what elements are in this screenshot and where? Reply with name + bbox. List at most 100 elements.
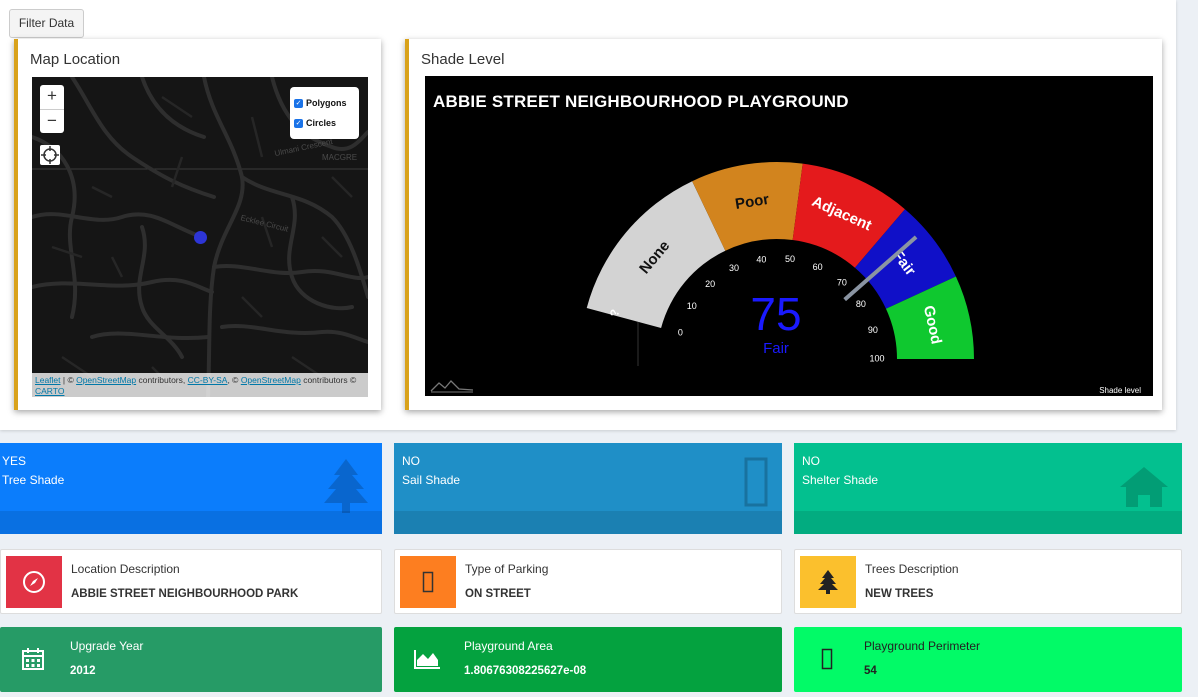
shade-gauge: None Poor Adjacent Fair Good 0 10 20 30 40 50 60 70 8… <box>425 76 1153 396</box>
shelter-shade-value: NO <box>802 454 820 468</box>
icon-square <box>6 556 62 608</box>
playground-area-title: Playground Area <box>464 639 553 653</box>
tree-shade-box: YES Tree Shade <box>0 443 382 534</box>
playground-marker[interactable] <box>194 231 207 244</box>
map-location-box: Map Location <box>14 39 381 410</box>
tree-shade-label: Tree Shade <box>2 473 65 487</box>
upgrade-year-title: Upgrade Year <box>70 639 144 653</box>
zoom-in-button[interactable]: + <box>47 86 57 105</box>
shade-level-box: Shade Level None Poor Adjacent Fair Good 0 10 2… <box>405 39 1162 410</box>
gauge-tick-label: 80 <box>856 299 866 309</box>
sail-shade-label: Sail Shade <box>402 473 461 487</box>
gauge-value-label: Fair <box>763 340 789 357</box>
gauge-tick-label: 90 <box>868 325 878 335</box>
gauge-footer: Shade level <box>1099 386 1141 395</box>
checkbox-checked-icon[interactable]: ✓ <box>294 98 303 108</box>
trees-description-box: Trees Description NEW TREES <box>794 549 1182 614</box>
playground-perimeter-title: Playground Perimeter <box>864 639 981 653</box>
location-description-box: Location Description ABBIE STREET NEIGHB… <box>0 549 382 614</box>
sail-shade-box: NO Sail Shade <box>394 443 782 534</box>
gauge-band <box>792 163 905 268</box>
upgrade-year-value: 2012 <box>70 665 96 677</box>
osm-link[interactable]: OpenStreetMap <box>76 375 137 385</box>
sail-shade-value: NO <box>402 454 420 468</box>
shelter-shade-box: NO Shelter Shade <box>794 443 1182 534</box>
gauge-band <box>692 162 803 251</box>
tree-icon <box>818 570 838 594</box>
zoom-control: + − <box>40 85 64 133</box>
attribution-text: contributors, <box>136 375 188 385</box>
gauge-band-label: Poor <box>734 191 771 213</box>
filter-data-button[interactable]: Filter Data <box>9 9 84 38</box>
area-chart-icon <box>414 650 440 669</box>
parking-type-box: Type of Parking ON STREET <box>394 549 782 614</box>
parking-type-value: ON STREET <box>465 588 531 600</box>
icon-square <box>799 633 855 685</box>
playground-area-value: 1.80676308225627e-08 <box>464 665 587 677</box>
icon-square <box>400 556 456 608</box>
crosshair-icon <box>41 146 59 164</box>
gauge-box-title: Shade Level <box>421 51 505 68</box>
gauge-tick-label: 0 <box>678 327 683 337</box>
gauge-tick-label: 30 <box>729 263 739 273</box>
gauge-tick-label: 60 <box>813 262 823 272</box>
layer-control: ✓ Polygons ✓ Circles <box>290 87 359 139</box>
gauge-band <box>586 181 726 328</box>
osm-link[interactable]: OpenStreetMap <box>240 375 301 385</box>
playground-perimeter-box: Playground Perimeter 54 <box>794 627 1182 692</box>
placeholder-icon <box>422 571 434 593</box>
compass-icon <box>23 571 45 593</box>
layer-label: Polygons <box>306 98 347 108</box>
box-footer <box>394 511 782 534</box>
attribution-text: | © <box>60 375 77 385</box>
gauge-title: ABBIE STREET NEIGHBOURHOOD PLAYGROUND <box>433 92 849 111</box>
placeholder-icon <box>821 648 833 670</box>
trees-description-title: Trees Description <box>865 562 959 576</box>
attribution-text: contributors © <box>300 375 357 385</box>
top-panel: Filter Data Map Location <box>0 0 1176 430</box>
checkbox-checked-icon[interactable]: ✓ <box>294 118 303 128</box>
location-description-value: ABBIE STREET NEIGHBOURHOOD PARK <box>71 588 299 600</box>
upgrade-year-box: Upgrade Year 2012 <box>0 627 382 692</box>
gauge-tick-label: 70 <box>837 277 847 287</box>
playground-area-box: Playground Area 1.80676308225627e-08 <box>394 627 782 692</box>
zoom-out-button[interactable]: − <box>40 109 64 133</box>
gauge-value: 75 <box>750 288 802 340</box>
gauge-tick-label: 50 <box>785 254 795 264</box>
license-link[interactable]: CC-BY-SA <box>187 375 228 385</box>
calendar-icon <box>22 648 44 670</box>
tree-icon <box>324 459 368 513</box>
map-box-title: Map Location <box>30 51 121 68</box>
home-icon <box>1120 467 1168 507</box>
carto-link[interactable]: CARTO <box>35 386 65 396</box>
tree-shade-value: YES <box>2 454 27 468</box>
placeholder-icon <box>744 457 768 507</box>
gauge-tick-label: 10 <box>687 301 697 311</box>
gauge-band <box>854 209 956 309</box>
gauge-band <box>885 276 974 359</box>
map[interactable]: MACGRE Ulmani Crescent Ecklee Circuit + … <box>32 77 368 397</box>
playground-perimeter-value: 54 <box>864 665 877 677</box>
street-label: MACGRE <box>322 153 358 162</box>
layer-label: Circles <box>306 118 337 128</box>
parking-type-title: Type of Parking <box>465 562 549 576</box>
trees-description-value: NEW TREES <box>865 588 934 600</box>
layer-circles-toggle[interactable]: ✓ Circles <box>294 113 355 133</box>
gauge-tick-label: 20 <box>705 279 715 289</box>
gauge-tick-label: 100 <box>869 353 884 363</box>
attribution-text: , © <box>227 375 241 385</box>
gauge-needle <box>843 235 918 302</box>
chart-tool-icon[interactable] <box>429 378 475 394</box>
icon-square <box>399 633 455 685</box>
locate-button[interactable] <box>40 145 60 165</box>
icon-square <box>5 633 61 685</box>
leaflet-link[interactable]: Leaflet <box>35 375 61 385</box>
box-footer <box>794 511 1182 534</box>
layer-polygons-toggle[interactable]: ✓ Polygons <box>294 93 355 113</box>
shelter-shade-label: Shelter Shade <box>802 473 879 487</box>
gauge-tick-label: 40 <box>756 255 766 265</box>
map-attribution: Leaflet | © OpenStreetMap contributors, … <box>32 373 368 397</box>
box-footer <box>0 511 382 534</box>
location-description-title: Location Description <box>71 562 180 576</box>
